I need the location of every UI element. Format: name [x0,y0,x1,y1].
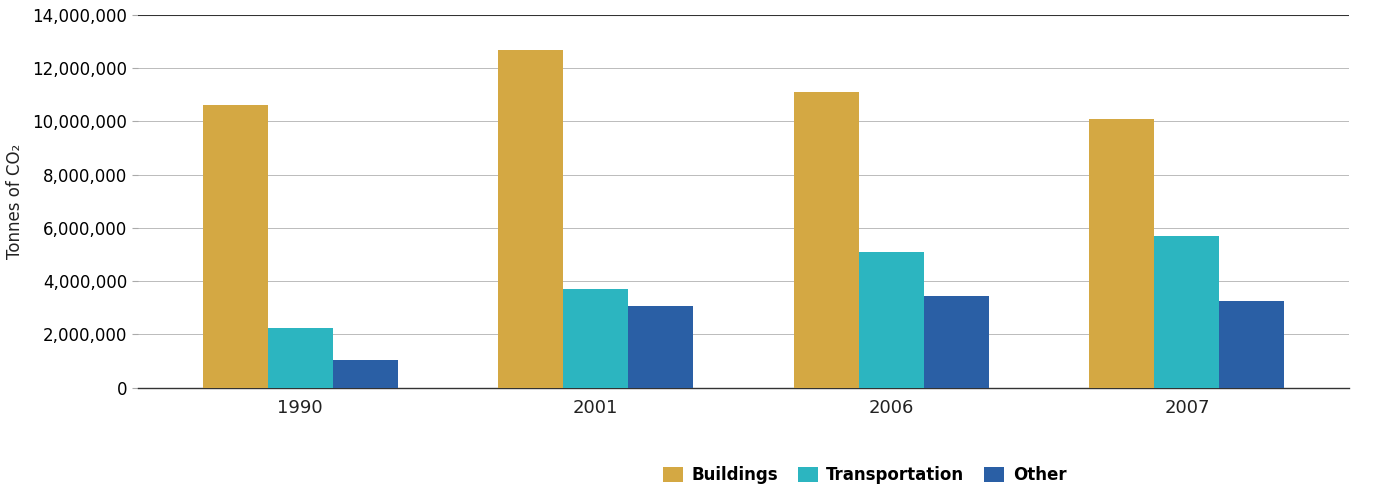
Bar [1089,119,1154,388]
Bar [924,296,989,388]
Bar [628,307,694,388]
Bar [1154,236,1220,388]
Bar [267,328,333,388]
Y-axis label: Tonnes of CO₂: Tonnes of CO₂ [6,144,23,259]
Bar [202,105,267,388]
Legend: Buildings, Transportation, Other: Buildings, Transportation, Other [657,460,1073,491]
Bar [498,50,563,388]
Bar [1220,301,1285,388]
Bar [333,360,398,388]
Bar [793,92,859,388]
Bar [859,252,924,388]
Bar [563,289,628,388]
